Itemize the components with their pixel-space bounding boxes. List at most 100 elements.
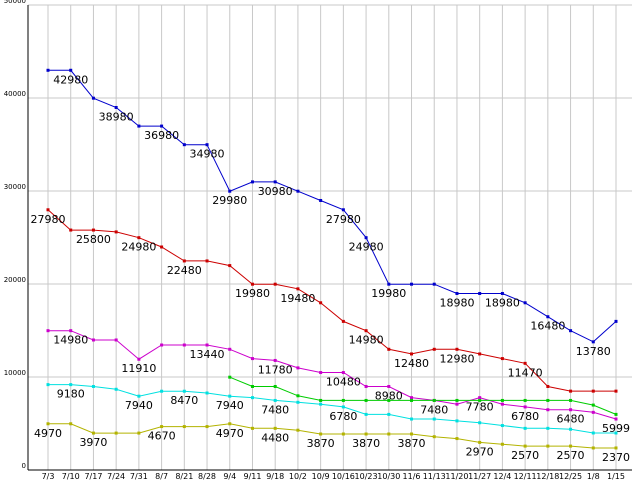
x-tick-label: 1/8 bbox=[587, 472, 600, 480]
x-tick-label: 1/15 bbox=[607, 472, 625, 480]
data-label-blue: 36980 bbox=[144, 129, 179, 142]
data-point-olive bbox=[91, 431, 95, 435]
data-label-magenta: 6780 bbox=[511, 410, 539, 423]
x-tick-label: 9/4 bbox=[223, 472, 236, 480]
data-point-red bbox=[432, 347, 436, 351]
data-point-red bbox=[137, 236, 141, 240]
data-point-cyan bbox=[523, 426, 527, 430]
x-tick-label: 12/25 bbox=[559, 472, 582, 480]
data-label-blue: 30980 bbox=[258, 185, 293, 198]
data-point-blue bbox=[546, 315, 550, 319]
data-label-blue: 16480 bbox=[530, 320, 565, 333]
data-point-cyan bbox=[160, 389, 164, 393]
data-label-blue: 34980 bbox=[190, 148, 225, 161]
data-point-magenta bbox=[410, 396, 414, 400]
data-point-blue bbox=[500, 291, 504, 295]
data-point-olive bbox=[69, 422, 73, 426]
data-label-cyan: 6780 bbox=[329, 410, 357, 423]
data-point-cyan bbox=[114, 387, 118, 391]
data-label-magenta: 8980 bbox=[375, 389, 403, 402]
data-point-cyan bbox=[137, 394, 141, 398]
data-point-red bbox=[387, 347, 391, 351]
x-tick-label: 12/11 bbox=[514, 472, 537, 480]
data-point-cyan bbox=[205, 391, 209, 395]
data-label-olive: 3870 bbox=[398, 437, 426, 450]
data-point-red bbox=[205, 259, 209, 263]
data-point-magenta bbox=[114, 338, 118, 342]
data-label-blue: 29980 bbox=[212, 194, 247, 207]
data-point-blue bbox=[160, 124, 164, 128]
data-label-blue: 19980 bbox=[371, 287, 406, 300]
data-label-red: 27980 bbox=[31, 213, 66, 226]
x-tick-label: 11/6 bbox=[403, 472, 421, 480]
data-label-olive: 4670 bbox=[148, 430, 176, 443]
data-point-blue bbox=[296, 189, 300, 193]
y-tick-label: 0 bbox=[22, 462, 26, 470]
data-point-cyan bbox=[319, 402, 323, 406]
data-point-magenta bbox=[569, 408, 573, 412]
x-tick-label: 7/10 bbox=[62, 472, 80, 480]
data-point-blue bbox=[341, 208, 345, 212]
data-point-blue bbox=[569, 329, 573, 333]
data-point-blue bbox=[46, 68, 50, 72]
data-labels: 42980 38980 36980 34980 29980 30980 27980 24980… bbox=[31, 73, 631, 464]
data-label-cyan: 7940 bbox=[125, 399, 153, 412]
x-tick-label: 10/30 bbox=[377, 472, 400, 480]
data-point-red bbox=[614, 389, 618, 393]
data-point-green bbox=[432, 398, 436, 402]
data-point-olive bbox=[319, 432, 323, 436]
x-tick-label: 10/2 bbox=[289, 472, 307, 480]
data-point-cyan bbox=[250, 396, 254, 400]
y-tick-label: 20000 bbox=[4, 276, 26, 284]
x-tick-label: 11/20 bbox=[445, 472, 468, 480]
axes bbox=[27, 5, 632, 471]
data-point-olive bbox=[273, 426, 277, 430]
x-tick-label: 7/31 bbox=[130, 472, 148, 480]
data-label-olive: 2570 bbox=[557, 449, 585, 462]
data-point-green bbox=[319, 398, 323, 402]
data-point-magenta bbox=[160, 343, 164, 347]
data-label-magenta: 7480 bbox=[420, 403, 448, 416]
data-point-cyan bbox=[91, 384, 95, 388]
data-point-red bbox=[341, 319, 345, 323]
data-point-olive bbox=[500, 442, 504, 446]
data-point-red bbox=[500, 357, 504, 361]
x-tick-label: 11/13 bbox=[423, 472, 446, 480]
data-point-blue bbox=[387, 282, 391, 286]
x-tick-label: 10/23 bbox=[355, 472, 378, 480]
data-label-olive: 4480 bbox=[261, 431, 289, 444]
x-tick-label: 9/11 bbox=[243, 472, 261, 480]
data-point-blue bbox=[137, 124, 141, 128]
data-label-olive: 4970 bbox=[34, 427, 62, 440]
data-label-red: 11470 bbox=[508, 366, 543, 379]
data-point-cyan bbox=[341, 405, 345, 409]
data-label-red: 24980 bbox=[121, 241, 156, 254]
data-point-red bbox=[160, 245, 164, 249]
data-point-blue bbox=[432, 282, 436, 286]
data-point-cyan bbox=[296, 400, 300, 404]
data-point-magenta bbox=[228, 347, 232, 351]
data-point-cyan bbox=[410, 417, 414, 421]
data-point-blue bbox=[91, 96, 95, 100]
data-point-green bbox=[569, 398, 573, 402]
y-tick-label: 40000 bbox=[4, 90, 26, 98]
data-point-green bbox=[341, 398, 345, 402]
data-point-blue bbox=[69, 68, 73, 72]
data-point-magenta bbox=[546, 408, 550, 412]
data-point-red bbox=[478, 352, 482, 356]
data-point-magenta bbox=[319, 371, 323, 375]
data-point-blue bbox=[614, 319, 618, 323]
data-point-green bbox=[364, 398, 368, 402]
data-point-green bbox=[591, 403, 595, 407]
series-points bbox=[46, 68, 618, 450]
data-point-blue bbox=[455, 291, 459, 295]
data-point-red bbox=[410, 352, 414, 356]
data-point-magenta bbox=[91, 338, 95, 342]
data-label-cyan: 8470 bbox=[170, 394, 198, 407]
data-label-magenta: 6480 bbox=[557, 413, 585, 426]
data-point-red bbox=[228, 264, 232, 268]
data-point-blue bbox=[364, 236, 368, 240]
data-point-red bbox=[250, 282, 254, 286]
data-point-blue bbox=[410, 282, 414, 286]
data-point-magenta bbox=[523, 405, 527, 409]
